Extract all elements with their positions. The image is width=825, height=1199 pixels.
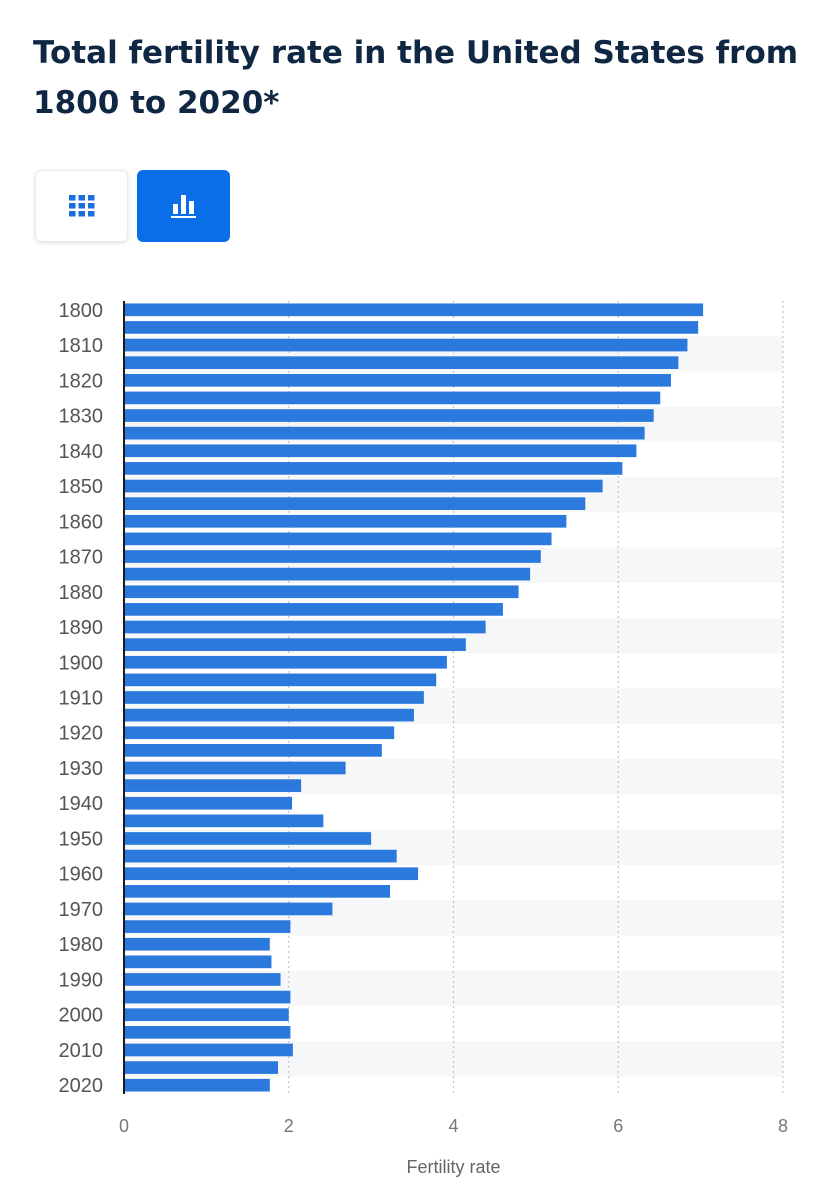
y-tick-label: 1810 [59, 335, 104, 357]
bar-1815 [124, 356, 679, 370]
bar-1975 [124, 920, 291, 933]
bar-1830 [124, 409, 654, 422]
bar-1900 [124, 655, 447, 669]
bar-1965 [124, 885, 391, 898]
y-tick-label: 1820 [59, 370, 104, 392]
bar-2000 [124, 1008, 289, 1022]
bar-2020 [124, 1078, 270, 1092]
bar-1950 [124, 832, 372, 845]
bar-1940 [124, 796, 293, 810]
y-tick-label: 1850 [59, 476, 104, 498]
bar-1840 [124, 444, 637, 458]
bar-1865 [124, 532, 552, 546]
x-axis-title: Fertility rate [406, 1157, 500, 1177]
bar-1800 [124, 303, 704, 317]
bar-2015 [124, 1061, 279, 1074]
bar-2010 [124, 1043, 293, 1057]
y-tick-label: 1800 [59, 300, 104, 322]
bar-1810 [124, 338, 688, 352]
y-tick-label: 2000 [59, 1005, 104, 1027]
y-tick-label: 1910 [59, 688, 104, 710]
y-tick-label: 1900 [59, 652, 104, 674]
y-tick-label: 1980 [59, 934, 104, 956]
y-tick-label: 1970 [59, 899, 104, 921]
bar-1980 [124, 937, 270, 951]
bar-1930 [124, 761, 346, 775]
bar-1985 [124, 955, 272, 969]
bar-1915 [124, 708, 414, 722]
y-tick-label: 1920 [59, 723, 104, 745]
bar-1885 [124, 603, 503, 616]
y-tick-label: 1890 [59, 617, 104, 639]
bar-1855 [124, 497, 586, 510]
bar-1875 [124, 567, 531, 581]
bar-1990 [124, 973, 281, 986]
y-tick-label: 1990 [59, 969, 104, 991]
y-tick-label: 1950 [59, 828, 104, 850]
bar-1970 [124, 902, 333, 916]
page-title: Total fertility rate in the United State… [33, 35, 799, 121]
bar-1845 [124, 462, 623, 475]
x-tick-label: 4 [448, 1116, 458, 1136]
x-tick-label: 6 [613, 1116, 623, 1136]
bar-1805 [124, 321, 699, 334]
y-tick-label: 1940 [59, 793, 104, 815]
bar-1960 [124, 867, 419, 881]
y-tick-label: 1870 [59, 547, 104, 569]
x-tick-label: 0 [119, 1116, 129, 1136]
chart-view-button[interactable] [137, 170, 230, 242]
x-tick-label: 8 [778, 1116, 788, 1136]
fertility-bar-chart: 1800 1810 1820 1830 1840 1850 1860 1870 1880 1890… [59, 300, 789, 1177]
table-view-button[interactable] [35, 170, 128, 242]
bar-1920 [124, 726, 395, 740]
bar-1910 [124, 691, 424, 704]
bar-2005 [124, 1025, 291, 1039]
y-tick-label: 1930 [59, 758, 104, 780]
y-tick-label: 1830 [59, 406, 104, 428]
bar-1820 [124, 373, 671, 387]
bar-1925 [124, 744, 382, 757]
y-tick-label: 1860 [59, 511, 104, 533]
bar-1835 [124, 426, 645, 440]
bar-1935 [124, 779, 302, 792]
bar-1825 [124, 391, 661, 405]
bar-1850 [124, 479, 603, 493]
bar-1905 [124, 673, 437, 687]
y-tick-label: 1880 [59, 582, 104, 604]
bar-1870 [124, 550, 541, 563]
bar-1955 [124, 849, 397, 863]
y-tick-label: 2020 [59, 1075, 104, 1097]
x-tick-label: 2 [284, 1116, 294, 1136]
bar-chart-icon [170, 195, 196, 218]
bar-1995 [124, 990, 291, 1004]
bar-1860 [124, 514, 567, 528]
bar-1890 [124, 620, 486, 634]
bar-1895 [124, 638, 466, 651]
y-tick-label: 1960 [59, 864, 104, 886]
y-tick-label: 2010 [59, 1040, 104, 1062]
y-tick-label: 1840 [59, 441, 104, 463]
bar-1880 [124, 585, 519, 599]
bar-1945 [124, 814, 324, 828]
grid-icon [68, 195, 94, 217]
